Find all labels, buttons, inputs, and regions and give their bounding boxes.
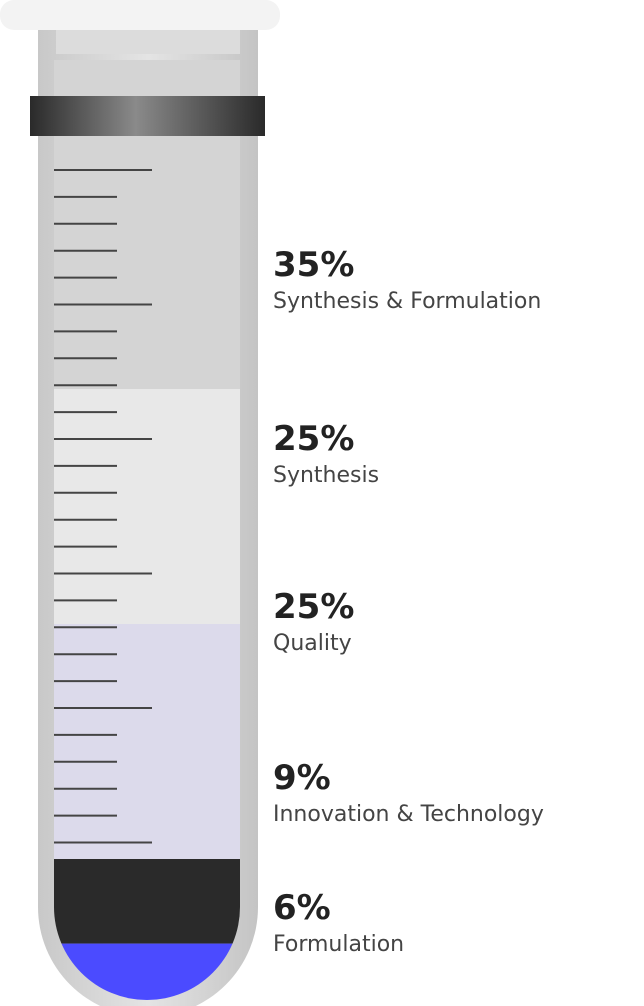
segment [54,389,240,624]
category-label: Synthesis [273,463,379,488]
category-label: Quality [273,631,352,656]
value-label: 35% [273,245,354,285]
value-label: 25% [273,587,354,627]
value-label: 25% [273,419,354,459]
category-label: Synthesis & Formulation [273,289,541,314]
value-label: 9% [273,758,331,798]
category-label: Formulation [273,932,404,957]
tube-neck [56,30,240,54]
tube-band [30,96,265,136]
tube-lip [0,0,280,30]
segment [54,859,240,944]
scale [54,169,152,844]
category-label: Innovation & Technology [273,802,544,827]
liquid [54,60,240,1000]
segment [54,624,240,859]
value-label: 6% [273,888,331,928]
